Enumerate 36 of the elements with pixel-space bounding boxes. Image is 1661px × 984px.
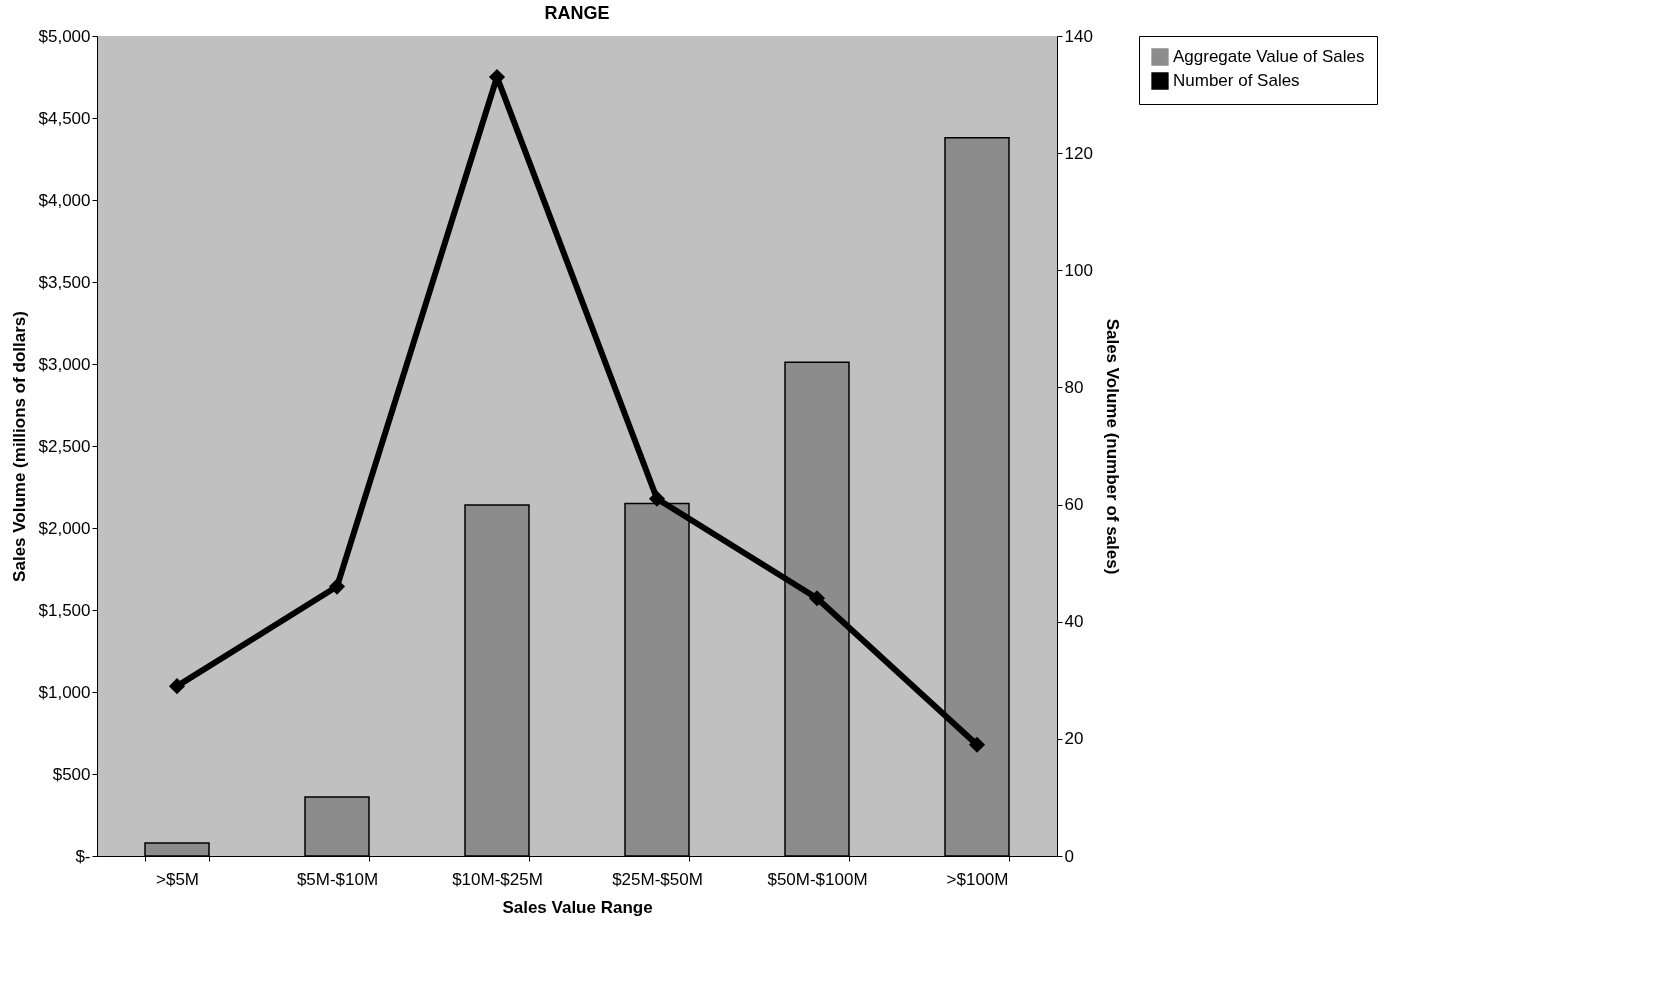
- y-tick-label: $2,500: [38, 436, 91, 456]
- y-tick-label: $500: [52, 764, 91, 784]
- y2-tick-label: 100: [1064, 260, 1093, 280]
- y2-tick-label: 120: [1064, 143, 1093, 163]
- x-tick-label: $10M-$25M: [452, 869, 543, 889]
- x-tick-label: $50M-$100M: [767, 869, 868, 889]
- x-tick-label: >$100M: [946, 869, 1009, 889]
- y2-tick-label: 80: [1064, 377, 1084, 397]
- point: [648, 490, 666, 507]
- y2-tick-label: 60: [1064, 495, 1084, 515]
- x-tick-label: >$5M: [156, 869, 199, 889]
- chart-title: RANGE: [544, 3, 610, 23]
- y-tick-label: $-: [75, 846, 91, 866]
- x-tick-label: $25M-$50M: [612, 869, 703, 889]
- y-axis-title: Sales Volume (millions of dollars): [9, 311, 29, 582]
- x-tick-label: $5M-$10M: [296, 869, 379, 889]
- x-axis-title: Sales Value Range: [502, 897, 653, 917]
- y2-tick-label: 140: [1064, 26, 1093, 46]
- y-tick-label: $1,000: [38, 682, 91, 702]
- y-tick-label: $3,500: [38, 272, 91, 292]
- point: [168, 678, 186, 695]
- y2-axis-title: Sales Volume (number of sales): [1102, 318, 1122, 575]
- point: [968, 736, 986, 753]
- y-tick-label: $4,500: [38, 108, 91, 128]
- point: [808, 590, 826, 607]
- y-tick-label: $1,500: [38, 600, 91, 620]
- y-tick-label: $3,000: [38, 354, 91, 374]
- y-tick-label: $4,000: [38, 190, 91, 210]
- legend-label: Aggregate Value of Sales: [1173, 47, 1365, 66]
- legend-label: Number of Sales: [1173, 71, 1300, 90]
- y2-tick-label: 40: [1064, 612, 1084, 632]
- y-tick-label: $2,000: [38, 518, 91, 538]
- point: [328, 578, 346, 595]
- y2-tick-label: 20: [1064, 729, 1084, 749]
- y-tick-label: $5,000: [38, 26, 91, 46]
- y2-tick-label: 0: [1064, 846, 1074, 866]
